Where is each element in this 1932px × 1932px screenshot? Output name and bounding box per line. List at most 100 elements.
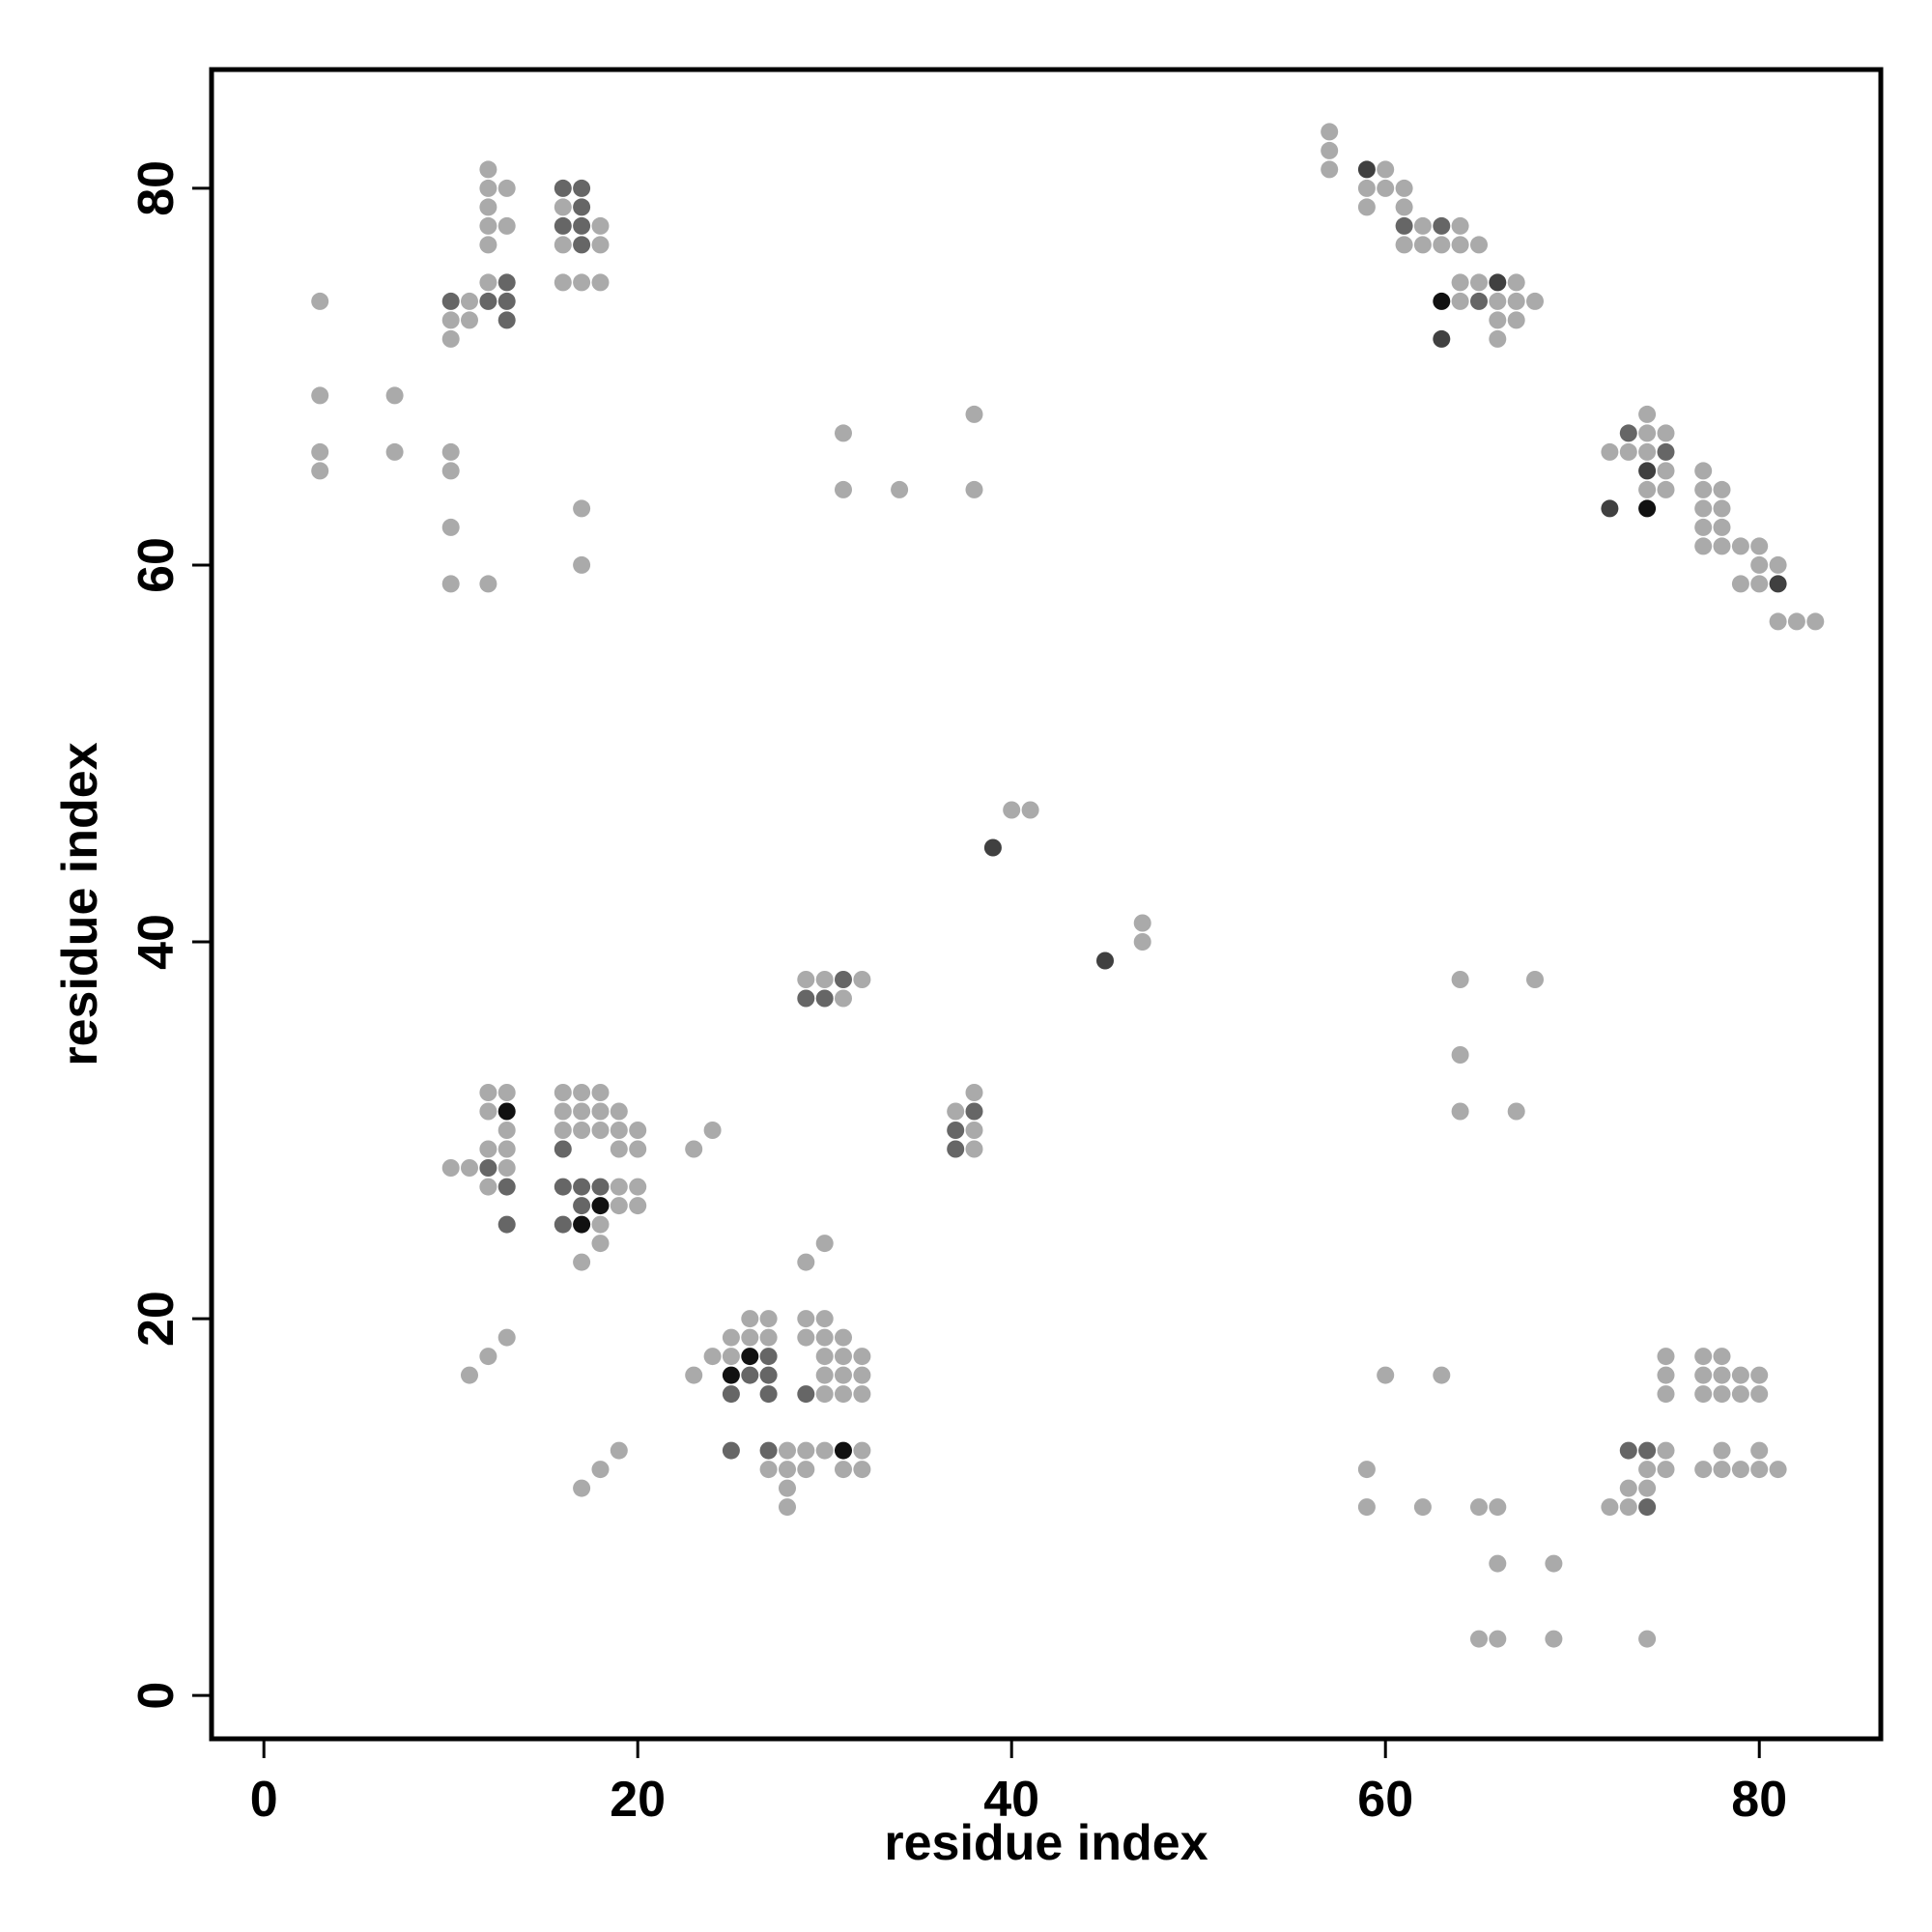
data-point bbox=[741, 1328, 759, 1347]
data-point bbox=[573, 273, 591, 292]
data-point bbox=[441, 462, 460, 480]
data-point bbox=[1806, 612, 1825, 631]
data-point bbox=[591, 236, 610, 254]
data-point bbox=[1321, 123, 1339, 141]
data-point bbox=[1657, 1385, 1675, 1404]
data-point bbox=[591, 216, 610, 235]
data-point bbox=[1507, 1102, 1525, 1121]
data-point bbox=[779, 1441, 796, 1460]
data-point bbox=[311, 462, 329, 480]
data-point bbox=[591, 1461, 610, 1479]
data-point bbox=[573, 1197, 591, 1215]
data-point bbox=[759, 1441, 778, 1460]
data-point bbox=[573, 216, 591, 235]
data-point bbox=[1451, 1046, 1469, 1064]
data-point bbox=[835, 989, 852, 1008]
data-point bbox=[1133, 914, 1151, 932]
data-point bbox=[497, 292, 516, 310]
data-point bbox=[629, 1178, 647, 1196]
data-point bbox=[1619, 1441, 1637, 1460]
data-point bbox=[722, 1441, 740, 1460]
data-point bbox=[1489, 1498, 1507, 1517]
data-point bbox=[983, 838, 1002, 857]
data-point bbox=[591, 273, 610, 292]
data-point bbox=[965, 1122, 983, 1139]
data-point bbox=[1395, 179, 1413, 197]
data-point bbox=[1769, 575, 1787, 593]
data-point bbox=[759, 1461, 778, 1479]
data-point bbox=[1507, 292, 1525, 310]
data-point bbox=[1694, 1348, 1713, 1366]
data-point bbox=[1470, 1630, 1488, 1648]
data-point bbox=[610, 1197, 628, 1215]
data-point bbox=[497, 311, 516, 329]
data-point bbox=[1451, 292, 1469, 310]
data-point bbox=[1713, 1441, 1731, 1460]
data-point bbox=[441, 311, 460, 329]
data-point bbox=[1413, 236, 1432, 254]
data-point bbox=[797, 1310, 815, 1328]
data-point bbox=[835, 971, 852, 988]
data-point bbox=[1694, 1366, 1713, 1384]
data-point bbox=[759, 1310, 778, 1328]
data-point bbox=[1750, 537, 1769, 555]
data-point bbox=[1526, 971, 1544, 988]
data-point bbox=[815, 1385, 834, 1404]
data-point bbox=[1657, 442, 1675, 461]
data-point bbox=[815, 1366, 834, 1384]
data-point bbox=[479, 198, 497, 216]
data-point bbox=[797, 1253, 815, 1271]
data-point bbox=[815, 1441, 834, 1460]
data-point bbox=[441, 329, 460, 348]
data-point bbox=[479, 236, 497, 254]
y-tick-label: 20 bbox=[128, 1291, 185, 1347]
data-point bbox=[1713, 1385, 1731, 1404]
data-point bbox=[722, 1366, 740, 1384]
data-point bbox=[1507, 311, 1525, 329]
data-point bbox=[1357, 1498, 1376, 1517]
data-point bbox=[554, 1215, 572, 1234]
data-point bbox=[385, 386, 404, 405]
data-point bbox=[1395, 236, 1413, 254]
data-point bbox=[479, 575, 497, 593]
data-point bbox=[1601, 442, 1619, 461]
data-point bbox=[1750, 555, 1769, 574]
data-point bbox=[815, 1328, 834, 1347]
data-point bbox=[1731, 1385, 1749, 1404]
data-point bbox=[779, 1479, 796, 1497]
data-point bbox=[815, 1348, 834, 1366]
data-point bbox=[1395, 216, 1413, 235]
x-tick-label: 0 bbox=[250, 1772, 278, 1828]
plot-frame bbox=[209, 67, 1884, 1742]
data-point bbox=[385, 442, 404, 461]
data-point bbox=[497, 1140, 516, 1158]
data-point bbox=[441, 518, 460, 536]
data-point bbox=[835, 1441, 852, 1460]
data-point bbox=[797, 971, 815, 988]
data-point bbox=[573, 1102, 591, 1121]
data-point bbox=[1507, 273, 1525, 292]
data-point bbox=[311, 386, 329, 405]
data-point bbox=[1377, 160, 1395, 179]
data-point bbox=[1657, 1348, 1675, 1366]
data-point bbox=[461, 1159, 478, 1177]
data-point bbox=[1638, 480, 1657, 498]
data-point bbox=[1433, 329, 1451, 348]
y-tick-label: 60 bbox=[128, 537, 185, 593]
data-point bbox=[554, 198, 572, 216]
data-point bbox=[1619, 424, 1637, 442]
data-point bbox=[1451, 273, 1469, 292]
data-point bbox=[1657, 1461, 1675, 1479]
data-point bbox=[947, 1102, 965, 1121]
data-point bbox=[1321, 160, 1339, 179]
data-point bbox=[1657, 424, 1675, 442]
data-point bbox=[1489, 1630, 1507, 1648]
data-point bbox=[1601, 499, 1619, 518]
data-point bbox=[1433, 216, 1451, 235]
data-point bbox=[1750, 1385, 1769, 1404]
data-point bbox=[591, 1197, 610, 1215]
data-point bbox=[1638, 1479, 1657, 1497]
data-point bbox=[497, 216, 516, 235]
data-point bbox=[1694, 537, 1713, 555]
